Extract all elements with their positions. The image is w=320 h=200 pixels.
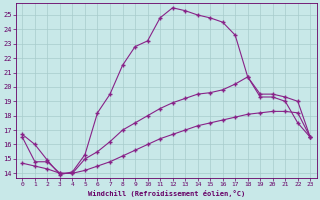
- X-axis label: Windchill (Refroidissement éolien,°C): Windchill (Refroidissement éolien,°C): [88, 190, 245, 197]
